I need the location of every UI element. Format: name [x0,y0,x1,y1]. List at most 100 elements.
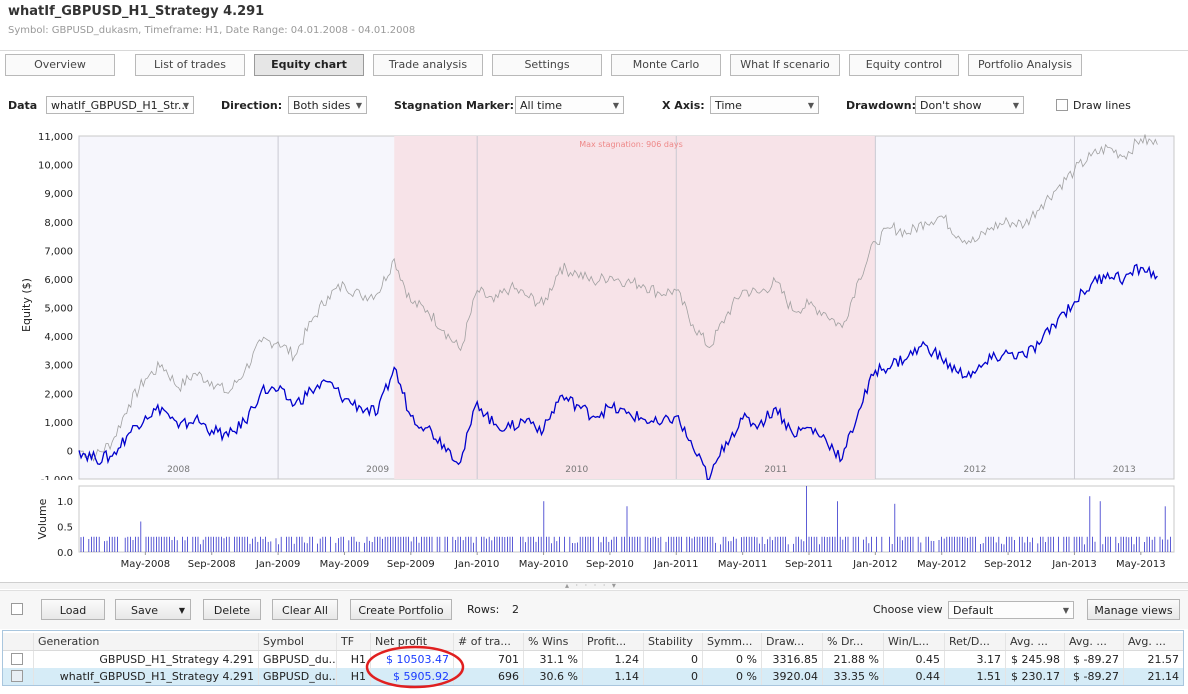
draw-lines-checkbox[interactable] [1056,99,1068,111]
tab-monte-carlo[interactable]: Monte Carlo [611,54,721,76]
col-header[interactable]: TF [337,633,371,650]
cell-generation: whatIf_GBPUSD_H1_Strategy 4.291 [34,668,259,685]
highlight-ellipse [365,645,465,689]
tab-trade-analysis[interactable]: Trade analysis [373,54,483,76]
tab-what-if-scenario[interactable]: What If scenario [730,54,840,76]
tab-equity-chart[interactable]: Equity chart [254,54,364,76]
drawdown-select[interactable]: Don't show ▼ [915,96,1024,114]
col-header[interactable]: Symbol [259,633,337,650]
save-button-label: Save [131,604,159,617]
cell-net-profit: $ 5905.92 [371,668,454,685]
equity-series-line [78,263,1158,480]
cell-stability: 0 [644,668,703,685]
tab-settings[interactable]: Settings [492,54,602,76]
x-axis-select[interactable]: Time ▼ [710,96,819,114]
cell-stability: 0 [644,651,703,668]
col-header[interactable]: Avg. ... [1065,633,1124,650]
cell-symmetry: 0 % [703,651,762,668]
load-button[interactable]: Load [41,599,105,620]
tab-list-of-trades[interactable]: List of trades [135,54,245,76]
x-tick-label: Jan-2011 [653,559,698,570]
chevron-down-icon[interactable]: ▼ [178,606,185,615]
x-tick-label: Jan-2012 [852,559,897,570]
cell-avg-win: $ 245.98 [1006,651,1065,668]
cell-avg-loss: $ -89.27 [1065,668,1124,685]
view-select-value: Default [953,604,994,617]
chevron-down-icon: ▼ [807,101,814,110]
y-tick-label: 7,000 [44,246,73,257]
col-header[interactable]: Symm... [703,633,762,650]
draw-lines-label: Draw lines [1073,99,1131,112]
cell-net-profit: $ 10503.47 [371,651,454,668]
delete-button[interactable]: Delete [203,599,261,620]
tab-overview[interactable]: Overview [5,54,115,76]
col-header[interactable]: Draw... [762,633,823,650]
col-header[interactable]: Win/L... [884,633,945,650]
cell-drawdown-pct: 21.88 % [823,651,884,668]
direction-select-value: Both sides [293,99,351,112]
y-tick-label: 1,000 [44,418,73,429]
x-tick-label: May-2013 [1116,559,1166,570]
y-tick-label: 6,000 [44,275,73,286]
grip-dots-icon: ▴ · · · · ▾ [565,581,618,590]
year-label: 2010 [565,465,588,475]
table-row[interactable]: GBPUSD_H1_Strategy 4.291 GBPUSD_du... H1… [3,651,1183,668]
y-tick-label: 4,000 [44,332,73,343]
cell-avg-bars: 21.57 [1147,653,1180,666]
rows-label: Rows: [467,603,500,616]
x-axis-label: X Axis: [662,99,705,112]
volume-y-tick-label: 0.5 [57,523,73,534]
data-select[interactable]: whatIf_GBPUSD_H1_Str... ▼ [46,96,194,114]
row-checkbox[interactable] [11,670,23,682]
volume-axis-label: Volume [36,498,49,539]
chevron-down-icon: ▼ [1062,606,1069,615]
splitter-handle[interactable]: ▴ · · · · ▾ [0,581,1188,590]
year-label: 2008 [167,465,190,475]
view-select[interactable]: Default ▼ [948,601,1074,619]
x-axis-select-value: Time [715,99,742,112]
col-header[interactable]: Profit... [583,633,644,650]
stagnation-marker-value: All time [520,99,562,112]
tab-portfolio-analysis[interactable]: Portfolio Analysis [968,54,1082,76]
col-header[interactable]: Ret/D... [945,633,1006,650]
chevron-down-icon: ▼ [1012,101,1019,110]
chevron-down-icon: ▼ [612,101,619,110]
x-tick-label: May-2012 [917,559,967,570]
stagnation-marker-select[interactable]: All time ▼ [515,96,624,114]
col-header[interactable]: Avg. ... [1128,635,1166,648]
x-tick-label: Jan-2009 [255,559,300,570]
create-portfolio-button[interactable]: Create Portfolio [350,599,452,620]
x-tick-label: May-2009 [320,559,370,570]
save-button[interactable]: Save ▼ [115,599,191,620]
year-label: 2009 [366,465,389,475]
cell-drawdown: 3920.04 [762,668,823,685]
select-all-checkbox[interactable] [11,603,23,615]
col-header[interactable]: # of tra... [454,633,524,650]
table-row[interactable]: whatIf_GBPUSD_H1_Strategy 4.291 GBPUSD_d… [3,668,1183,685]
col-header[interactable]: Avg. ... [1006,633,1065,650]
direction-select[interactable]: Both sides ▼ [288,96,367,114]
data-label: Data [8,99,38,112]
equity-axis-label: Equity ($) [20,278,33,332]
col-header[interactable]: % Wins [524,633,583,650]
year-label: 2013 [1113,465,1136,475]
y-tick-label: 0 [67,446,73,457]
row-checkbox[interactable] [11,653,23,665]
window-subtitle: Symbol: GBPUSD_dukasm, Timeframe: H1, Da… [8,25,416,36]
equity-series-line [78,134,1158,462]
col-header[interactable]: Net profit [371,633,454,650]
manage-views-button[interactable]: Manage views [1087,599,1180,620]
clear-all-button[interactable]: Clear All [272,599,338,620]
volume-plot-area [78,485,1175,553]
cell-symbol: GBPUSD_du... [259,668,337,685]
col-header[interactable]: % Dr... [823,633,884,650]
choose-view-label: Choose view [873,603,943,616]
col-header[interactable]: Stability [644,633,703,650]
cell-avg-loss: $ -89.27 [1065,651,1124,668]
y-tick-label: 8,000 [44,218,73,229]
cell-avg-win: $ 230.17 [1006,668,1065,685]
col-header[interactable]: Generation [34,633,259,650]
cell-ret-dd: 3.17 [945,651,1006,668]
table-header: Generation Symbol TF Net profit # of tra… [3,633,1183,651]
tab-equity-control[interactable]: Equity control [849,54,959,76]
